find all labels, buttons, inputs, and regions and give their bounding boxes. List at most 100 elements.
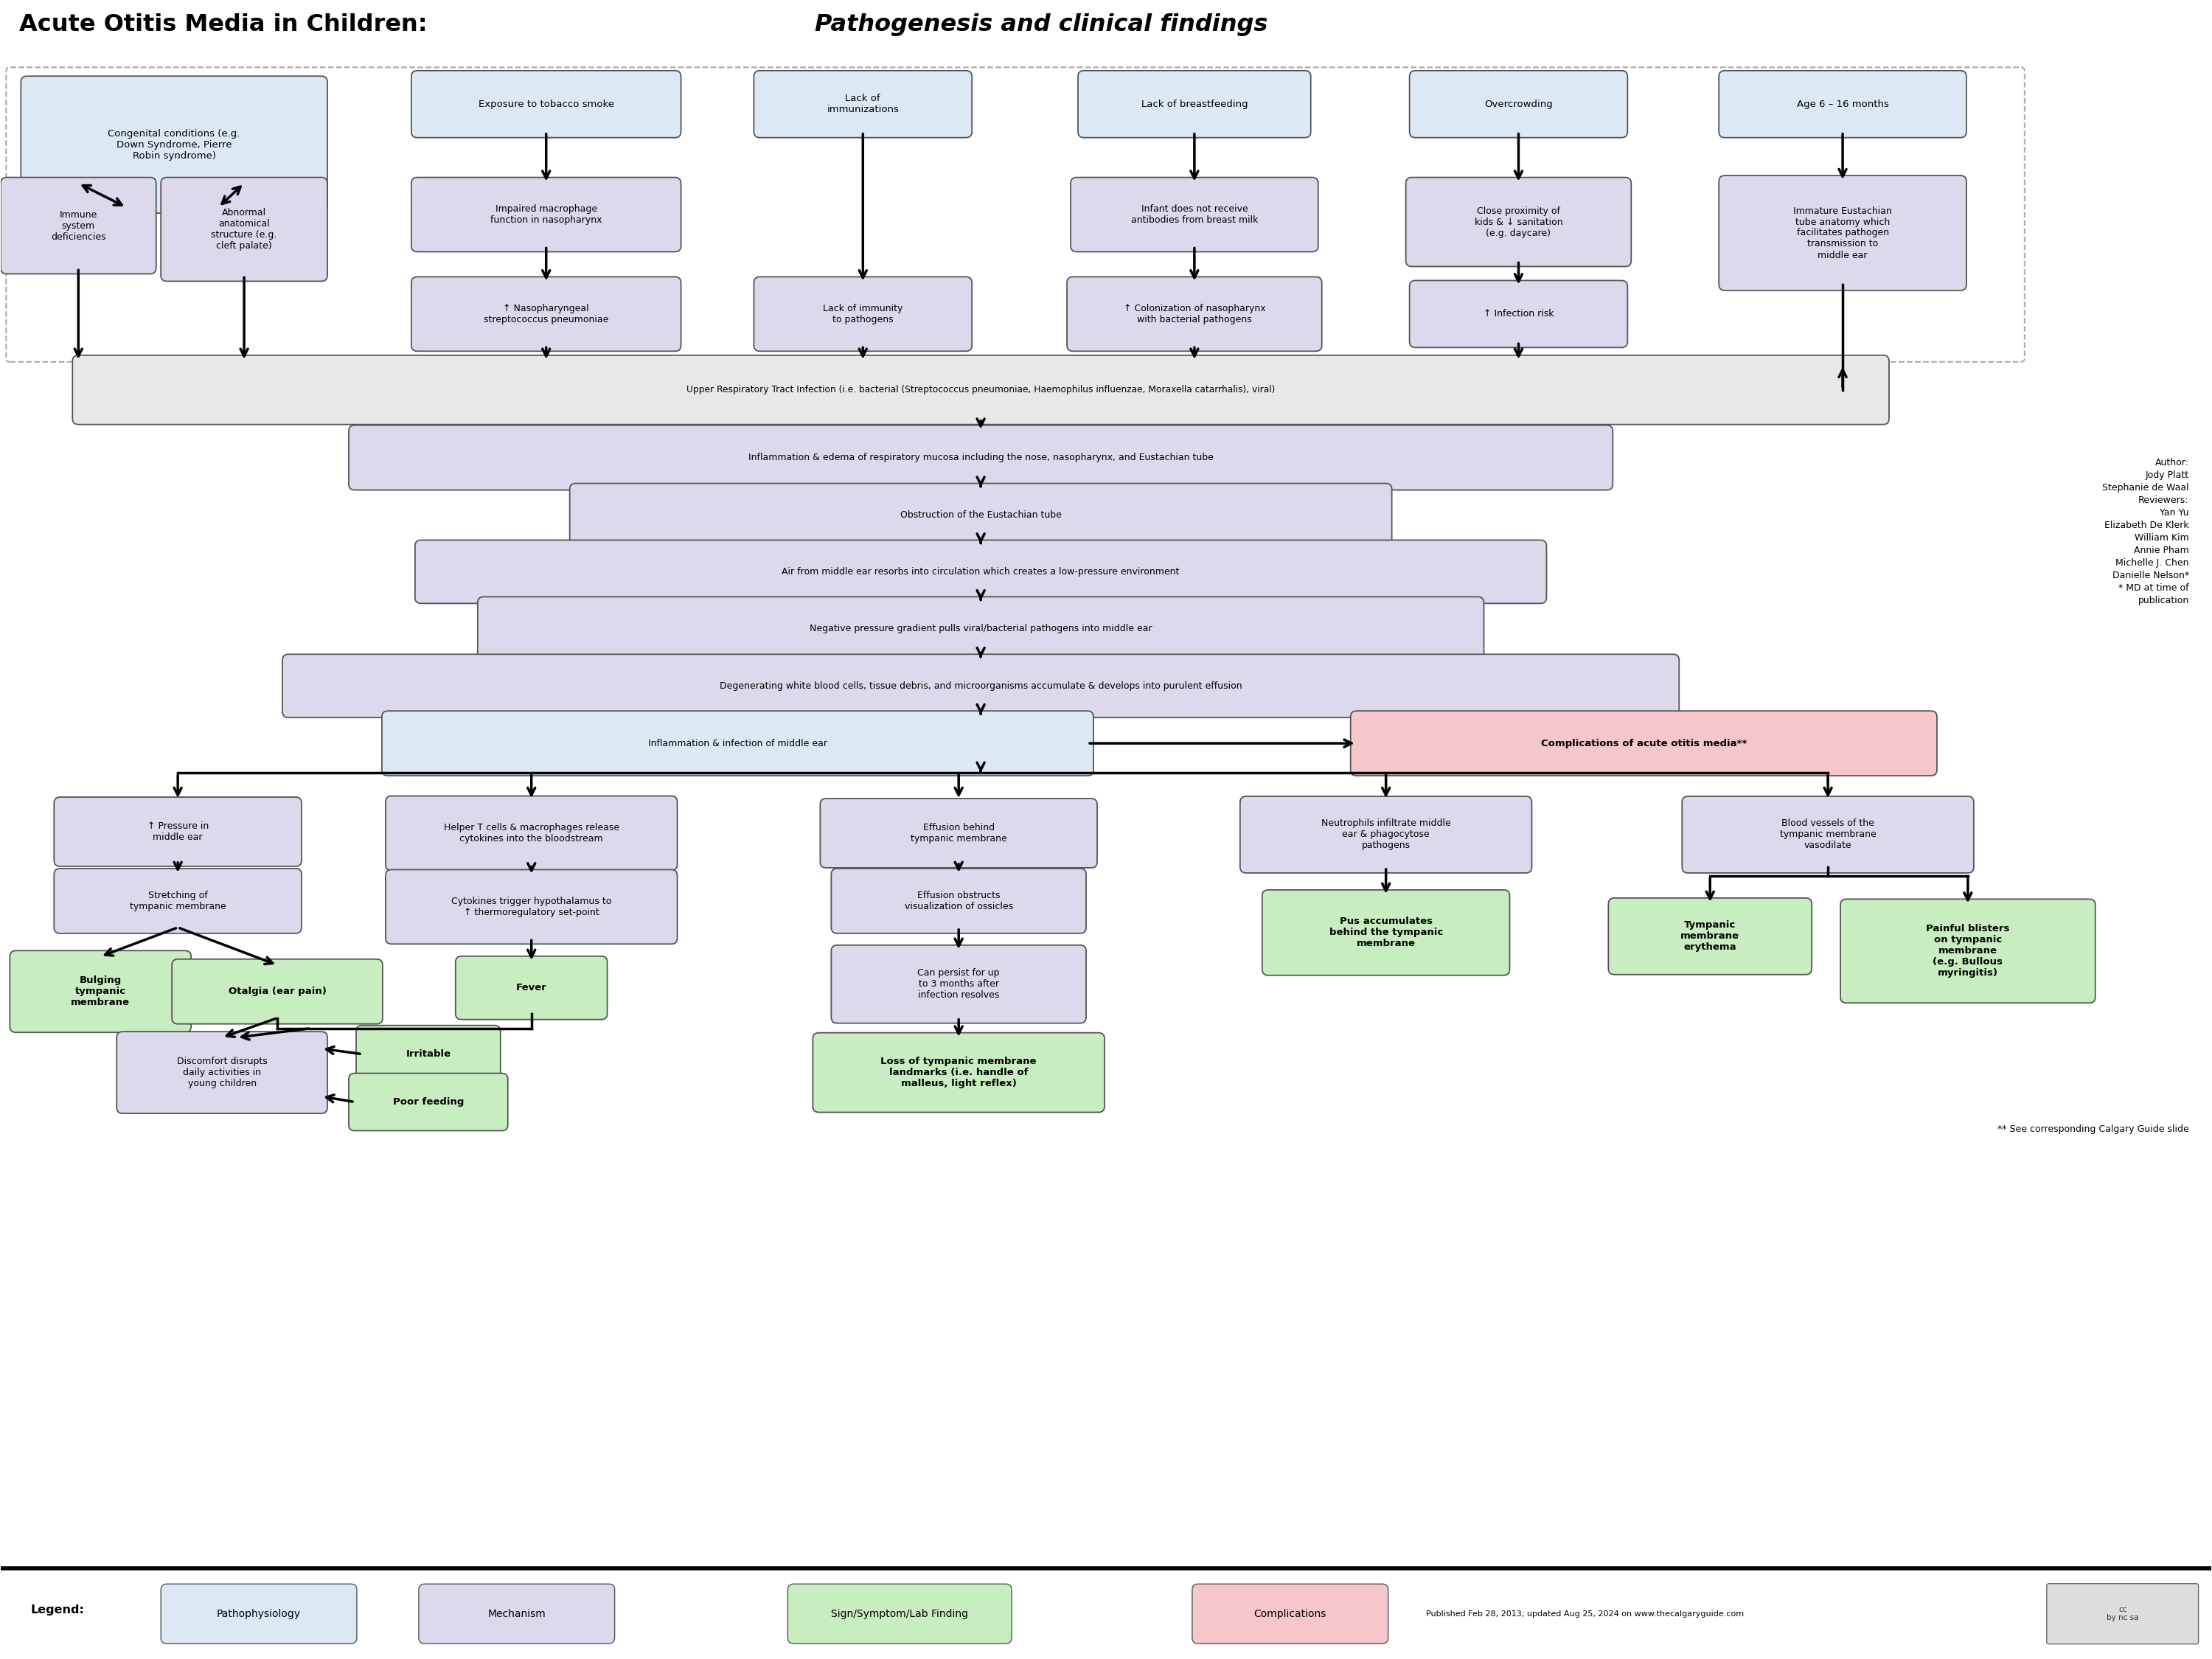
- Text: Congenital conditions (e.g.
Down Syndrome, Pierre
Robin syndrome): Congenital conditions (e.g. Down Syndrom…: [108, 129, 241, 161]
- Text: Author:
Jody Platt
Stephanie de Waal
Reviewers:
Yan Yu
Elizabeth De Klerk
Willia: Author: Jody Platt Stephanie de Waal Rev…: [2101, 458, 2190, 606]
- FancyBboxPatch shape: [821, 798, 1097, 868]
- FancyBboxPatch shape: [1066, 277, 1323, 352]
- Text: Immune
system
deficiencies: Immune system deficiencies: [51, 209, 106, 242]
- Text: Immature Eustachian
tube anatomy which
facilitates pathogen
transmission to
midd: Immature Eustachian tube anatomy which f…: [1794, 206, 1891, 260]
- FancyBboxPatch shape: [1352, 712, 1938, 776]
- FancyBboxPatch shape: [117, 1032, 327, 1113]
- Text: ↑ Nasopharyngeal
streptococcus pneumoniae: ↑ Nasopharyngeal streptococcus pneumonia…: [484, 304, 608, 324]
- Text: Helper T cells & macrophages release
cytokines into the bloodstream: Helper T cells & macrophages release cyt…: [445, 823, 619, 843]
- Text: Pus accumulates
behind the tympanic
membrane: Pus accumulates behind the tympanic memb…: [1329, 917, 1442, 949]
- Text: Legend:: Legend:: [31, 1604, 84, 1616]
- FancyBboxPatch shape: [0, 178, 157, 274]
- FancyBboxPatch shape: [73, 355, 1889, 425]
- FancyBboxPatch shape: [283, 654, 1679, 718]
- Text: Sign/Symptom/Lab Finding: Sign/Symptom/Lab Finding: [832, 1609, 969, 1619]
- FancyBboxPatch shape: [571, 483, 1391, 547]
- Text: Acute Otitis Media in Children:: Acute Otitis Media in Children:: [20, 13, 436, 36]
- Text: Effusion behind
tympanic membrane: Effusion behind tympanic membrane: [911, 823, 1006, 843]
- FancyBboxPatch shape: [416, 541, 1546, 604]
- Text: Abnormal
anatomical
structure (e.g.
cleft palate): Abnormal anatomical structure (e.g. clef…: [210, 207, 276, 251]
- Text: Loss of tympanic membrane
landmarks (i.e. handle of
malleus, light reflex): Loss of tympanic membrane landmarks (i.e…: [880, 1057, 1037, 1088]
- Text: Painful blisters
on tympanic
membrane
(e.g. Bullous
myringitis): Painful blisters on tympanic membrane (e…: [1927, 924, 2011, 977]
- Text: Fever: Fever: [515, 984, 546, 992]
- FancyBboxPatch shape: [173, 959, 383, 1024]
- Text: Can persist for up
to 3 months after
infection resolves: Can persist for up to 3 months after inf…: [918, 969, 1000, 1000]
- Text: Otalgia (ear pain): Otalgia (ear pain): [228, 987, 325, 997]
- FancyBboxPatch shape: [9, 951, 190, 1032]
- Text: ** See corresponding Calgary Guide slide: ** See corresponding Calgary Guide slide: [1997, 1125, 2190, 1133]
- Text: Inflammation & infection of middle ear: Inflammation & infection of middle ear: [648, 738, 827, 748]
- FancyBboxPatch shape: [53, 796, 301, 866]
- FancyBboxPatch shape: [2046, 1584, 2199, 1644]
- Text: Impaired macrophage
function in nasopharynx: Impaired macrophage function in nasophar…: [491, 204, 602, 226]
- FancyBboxPatch shape: [1681, 796, 1973, 873]
- Text: Tympanic
membrane
erythema: Tympanic membrane erythema: [1681, 921, 1739, 952]
- FancyBboxPatch shape: [385, 796, 677, 871]
- Text: Lack of
immunizations: Lack of immunizations: [827, 95, 898, 114]
- FancyBboxPatch shape: [1840, 899, 2095, 1004]
- FancyBboxPatch shape: [1263, 889, 1509, 975]
- FancyBboxPatch shape: [1241, 796, 1531, 873]
- Text: Pathogenesis and clinical findings: Pathogenesis and clinical findings: [814, 13, 1267, 36]
- FancyBboxPatch shape: [349, 425, 1613, 489]
- FancyBboxPatch shape: [20, 76, 327, 212]
- FancyBboxPatch shape: [754, 71, 971, 138]
- Text: ↑ Infection risk: ↑ Infection risk: [1484, 309, 1553, 319]
- FancyBboxPatch shape: [832, 869, 1086, 934]
- FancyBboxPatch shape: [356, 1025, 500, 1083]
- Text: Blood vessels of the
tympanic membrane
vasodilate: Blood vessels of the tympanic membrane v…: [1781, 820, 1876, 851]
- FancyBboxPatch shape: [1407, 178, 1630, 267]
- FancyBboxPatch shape: [1409, 280, 1628, 347]
- FancyBboxPatch shape: [787, 1584, 1011, 1644]
- Text: Age 6 – 16 months: Age 6 – 16 months: [1796, 100, 1889, 109]
- FancyBboxPatch shape: [456, 956, 608, 1020]
- Text: Air from middle ear resorbs into circulation which creates a low-pressure enviro: Air from middle ear resorbs into circula…: [781, 567, 1179, 577]
- FancyBboxPatch shape: [1409, 71, 1628, 138]
- Text: Complications of acute otitis media**: Complications of acute otitis media**: [1542, 738, 1747, 748]
- Text: Effusion obstructs
visualization of ossicles: Effusion obstructs visualization of ossi…: [905, 891, 1013, 911]
- FancyBboxPatch shape: [411, 178, 681, 252]
- Text: Stretching of
tympanic membrane: Stretching of tympanic membrane: [131, 891, 226, 911]
- Text: Overcrowding: Overcrowding: [1484, 100, 1553, 109]
- Text: Exposure to tobacco smoke: Exposure to tobacco smoke: [478, 100, 615, 109]
- FancyBboxPatch shape: [411, 277, 681, 352]
- Text: Inflammation & edema of respiratory mucosa including the nose, nasopharynx, and : Inflammation & edema of respiratory muco…: [748, 453, 1214, 463]
- Text: Bulging
tympanic
membrane: Bulging tympanic membrane: [71, 975, 131, 1007]
- Text: Irritable: Irritable: [405, 1048, 451, 1058]
- Text: Negative pressure gradient pulls viral/bacterial pathogens into middle ear: Negative pressure gradient pulls viral/b…: [810, 624, 1152, 634]
- FancyBboxPatch shape: [1071, 178, 1318, 252]
- FancyBboxPatch shape: [161, 178, 327, 282]
- Text: Close proximity of
kids & ↓ sanitation
(e.g. daycare): Close proximity of kids & ↓ sanitation (…: [1475, 206, 1562, 237]
- Text: Cytokines trigger hypothalamus to
↑ thermoregulatory set-point: Cytokines trigger hypothalamus to ↑ ther…: [451, 896, 611, 917]
- Text: Lack of breastfeeding: Lack of breastfeeding: [1141, 100, 1248, 109]
- Text: Lack of immunity
to pathogens: Lack of immunity to pathogens: [823, 304, 902, 324]
- FancyBboxPatch shape: [383, 712, 1093, 776]
- Text: Obstruction of the Eustachian tube: Obstruction of the Eustachian tube: [900, 511, 1062, 519]
- FancyBboxPatch shape: [1719, 176, 1966, 290]
- FancyBboxPatch shape: [1192, 1584, 1389, 1644]
- FancyBboxPatch shape: [478, 597, 1484, 660]
- Text: Neutrophils infiltrate middle
ear & phagocytose
pathogens: Neutrophils infiltrate middle ear & phag…: [1321, 820, 1451, 851]
- FancyBboxPatch shape: [754, 277, 971, 352]
- Text: Pathophysiology: Pathophysiology: [217, 1609, 301, 1619]
- Text: Mechanism: Mechanism: [487, 1609, 546, 1619]
- Text: Complications: Complications: [1254, 1609, 1327, 1619]
- Text: Upper Respiratory Tract Infection (i.e. bacterial (Streptococcus pneumoniae, Hae: Upper Respiratory Tract Infection (i.e. …: [686, 385, 1274, 395]
- FancyBboxPatch shape: [53, 869, 301, 934]
- Text: Discomfort disrupts
daily activities in
young children: Discomfort disrupts daily activities in …: [177, 1057, 268, 1088]
- FancyBboxPatch shape: [832, 946, 1086, 1024]
- FancyBboxPatch shape: [1077, 71, 1312, 138]
- FancyBboxPatch shape: [411, 71, 681, 138]
- Text: ↑ Colonization of nasopharynx
with bacterial pathogens: ↑ Colonization of nasopharynx with bacte…: [1124, 304, 1265, 324]
- Text: Published Feb 28, 2013; updated Aug 25, 2024 on www.thecalgaryguide.com: Published Feb 28, 2013; updated Aug 25, …: [1427, 1611, 1743, 1618]
- FancyBboxPatch shape: [418, 1584, 615, 1644]
- FancyBboxPatch shape: [1719, 71, 1966, 138]
- FancyBboxPatch shape: [1608, 898, 1812, 974]
- Text: ↑ Pressure in
middle ear: ↑ Pressure in middle ear: [148, 821, 208, 843]
- Text: Infant does not receive
antibodies from breast milk: Infant does not receive antibodies from …: [1130, 204, 1259, 226]
- Text: Poor feeding: Poor feeding: [394, 1097, 465, 1107]
- FancyBboxPatch shape: [161, 1584, 356, 1644]
- FancyBboxPatch shape: [812, 1034, 1104, 1112]
- FancyBboxPatch shape: [349, 1073, 509, 1131]
- Text: Degenerating white blood cells, tissue debris, and microorganisms accumulate & d: Degenerating white blood cells, tissue d…: [719, 682, 1241, 690]
